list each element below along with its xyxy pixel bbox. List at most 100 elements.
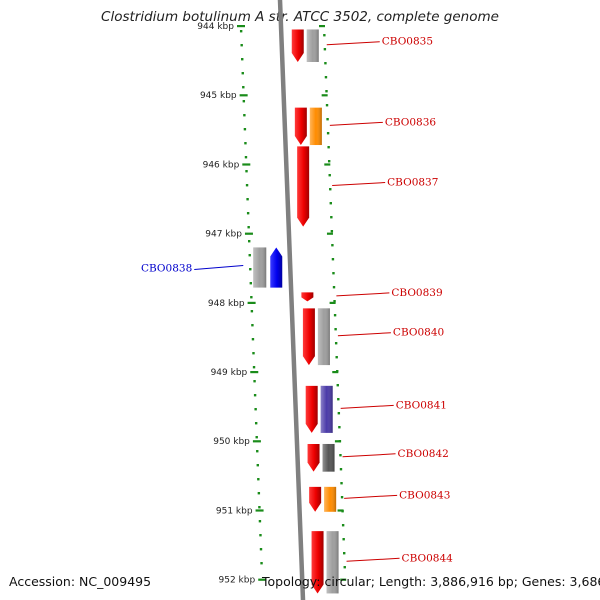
label-leader [329, 121, 383, 126]
ruler-dot [326, 118, 329, 121]
gene-label[interactable]: CBO0843 [399, 489, 450, 501]
gene-cbo0835[interactable]: CBO0835 [291, 29, 433, 62]
ruler-dot [325, 90, 328, 93]
feature-block-shade [320, 385, 333, 433]
gene-arrow[interactable] [297, 146, 310, 227]
tick-marks: 944 kbp 945 kbp 946 kbp 947 kbp 948 kbp 949 k… [197, 22, 347, 586]
ruler-dot [343, 566, 346, 569]
ruler-dot [324, 62, 327, 65]
ruler-dot [239, 30, 243, 33]
gene-arrow[interactable] [301, 292, 314, 302]
gene-label[interactable]: CBO0842 [398, 448, 449, 460]
gene-arrow[interactable] [311, 531, 324, 594]
ruler-dot [257, 492, 261, 495]
ruler-dot [323, 34, 326, 37]
ruler-dot [250, 296, 253, 299]
ruler-dot [253, 380, 256, 383]
gene-label[interactable]: CBO0839 [391, 287, 442, 299]
gene-arrow[interactable] [270, 247, 283, 288]
tick-mark [258, 578, 267, 581]
ruler-dot [341, 524, 345, 527]
feature-block-shade [324, 486, 337, 512]
ruler-dot [256, 464, 259, 467]
gene-arrow[interactable] [305, 385, 318, 433]
ruler-dot [334, 342, 338, 345]
tick-mark [244, 232, 253, 235]
gene-cbo0836[interactable]: CBO0836 [294, 107, 437, 146]
tick-label: 944 kbp [197, 22, 234, 32]
gene-cbo0838[interactable]: CBO0838 [141, 247, 283, 288]
gene-arrow[interactable] [302, 308, 315, 366]
gene-cbo0839[interactable]: CBO0839 [301, 287, 443, 302]
gene-label[interactable]: CBO0837 [387, 177, 438, 189]
topology-text: Topology: circular; Length: 3,886,916 bp… [262, 574, 600, 589]
gene-cbo0844[interactable]: CBO0844 [311, 531, 454, 594]
ruler-dot [328, 174, 331, 177]
accession-text: Accession: NC_009495 [9, 574, 152, 589]
ruler-dot [259, 548, 263, 551]
gene-arrow[interactable] [294, 107, 307, 146]
gene-label[interactable]: CBO0835 [382, 36, 433, 48]
tick-mark [329, 301, 336, 304]
ruler-dot [339, 468, 343, 471]
ruler-dot [257, 478, 260, 481]
feature-block-shade [326, 531, 339, 594]
label-leader [342, 453, 396, 458]
ruler-dot [259, 534, 262, 537]
label-leader [346, 557, 400, 562]
backbone-line [277, 0, 306, 600]
ruler-dot [246, 212, 250, 215]
ruler-dot [327, 160, 331, 163]
ruler-dot [340, 482, 343, 485]
ruler-dot [249, 282, 253, 285]
ruler-dot [241, 72, 244, 75]
gene-arrow[interactable] [291, 29, 304, 62]
gene-cbo0837[interactable]: CBO0837 [297, 146, 438, 227]
tick-mark [321, 94, 328, 97]
ruler-dot [336, 384, 339, 387]
ruler-dot [254, 422, 258, 425]
ruler-dot [244, 142, 247, 145]
ruler-dot [330, 216, 333, 219]
tick-mark [337, 509, 344, 512]
label-leader [340, 404, 394, 409]
gene-cbo0840[interactable]: CBO0840 [302, 308, 444, 366]
tick-mark [242, 163, 251, 166]
label-leader [336, 292, 390, 297]
gene-arrow[interactable] [307, 443, 320, 472]
ruler-dot [332, 272, 335, 275]
ruler-dot [246, 198, 249, 201]
gene-features: CBO0835 CBO0836 CBO0837 CBO0838 CBO0839 CBO08… [141, 29, 454, 594]
label-leader [337, 332, 391, 337]
gene-cbo0842[interactable]: CBO0842 [307, 443, 449, 472]
tick-mark [334, 440, 341, 443]
ruler-dot [242, 86, 245, 89]
ruler-dot [343, 552, 346, 555]
ruler-dot [332, 286, 336, 289]
ruler-dot [333, 300, 336, 303]
tick-mark [247, 301, 256, 304]
gene-label[interactable]: CBO0836 [385, 116, 437, 128]
feature-block-shade [253, 247, 267, 288]
gene-label[interactable]: CBO0840 [393, 327, 444, 339]
ruler-dot [251, 324, 254, 327]
ruler-dot [327, 146, 330, 149]
gene-arrow[interactable] [309, 486, 322, 512]
ruler-dot [258, 520, 262, 523]
ruler-dot [337, 398, 340, 401]
gene-cbo0843[interactable]: CBO0843 [309, 486, 450, 512]
gene-label[interactable]: CBO0838 [141, 263, 192, 275]
gene-label[interactable]: CBO0841 [396, 399, 447, 411]
ruler-dot [325, 104, 329, 107]
feature-block-shade [317, 308, 330, 366]
tick-label: 948 kbp [208, 299, 245, 309]
label-leader [332, 182, 386, 187]
ruler-dot [330, 230, 334, 233]
gene-label[interactable]: CBO0844 [402, 552, 454, 564]
gene-cbo0841[interactable]: CBO0841 [305, 385, 447, 433]
ruler-dot [326, 132, 330, 135]
tick-mark [326, 232, 333, 235]
ruler-dot [241, 58, 244, 61]
tick-mark [255, 509, 264, 512]
ruler-dot [242, 100, 246, 103]
